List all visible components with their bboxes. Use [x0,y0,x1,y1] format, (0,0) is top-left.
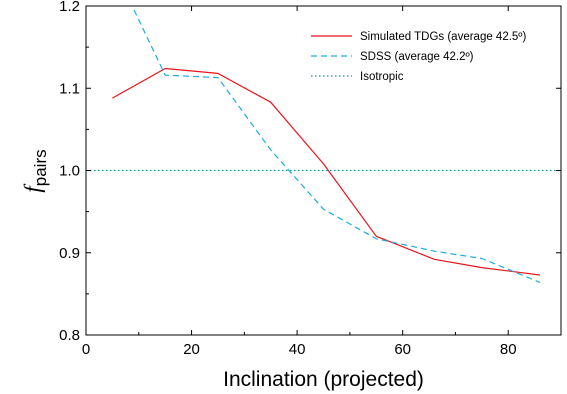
legend: Simulated TDGs (average 42.5º) SDSS (ave… [311,31,527,83]
y-tick-label: 0.8 [59,327,80,344]
y-tick-label: 0.9 [59,245,80,262]
x-tick-label: 0 [82,341,90,358]
x-tick-label: 20 [183,341,200,358]
y-axis-title-sub: pairs [31,149,50,186]
x-axis-title: Inclination (projected) [223,368,424,391]
x-tick-label: 60 [394,341,411,358]
series-line-1 [131,6,541,283]
ticks-layer: 0 20 40 60 80 0.8 0.9 1.0 1.1 1.2 [59,0,561,358]
svg-text:fpairs: fpairs [20,149,50,192]
y-tick-label: 1.0 [59,163,80,180]
legend-label-1: SDSS (average 42.2º) [360,51,474,63]
y-axis-title: fpairs [20,149,50,192]
legend-label-2: Isotropic [360,71,404,83]
legend-label-0: Simulated TDGs (average 42.5º) [360,31,527,43]
x-tick-label: 40 [289,341,306,358]
series-layer [86,6,561,283]
y-axis-title-main: f [20,183,45,193]
series-line-0 [112,67,540,276]
x-tick-label: 80 [500,341,517,358]
y-tick-label: 1.1 [59,80,80,97]
y-tick-label: 1.2 [59,0,80,15]
